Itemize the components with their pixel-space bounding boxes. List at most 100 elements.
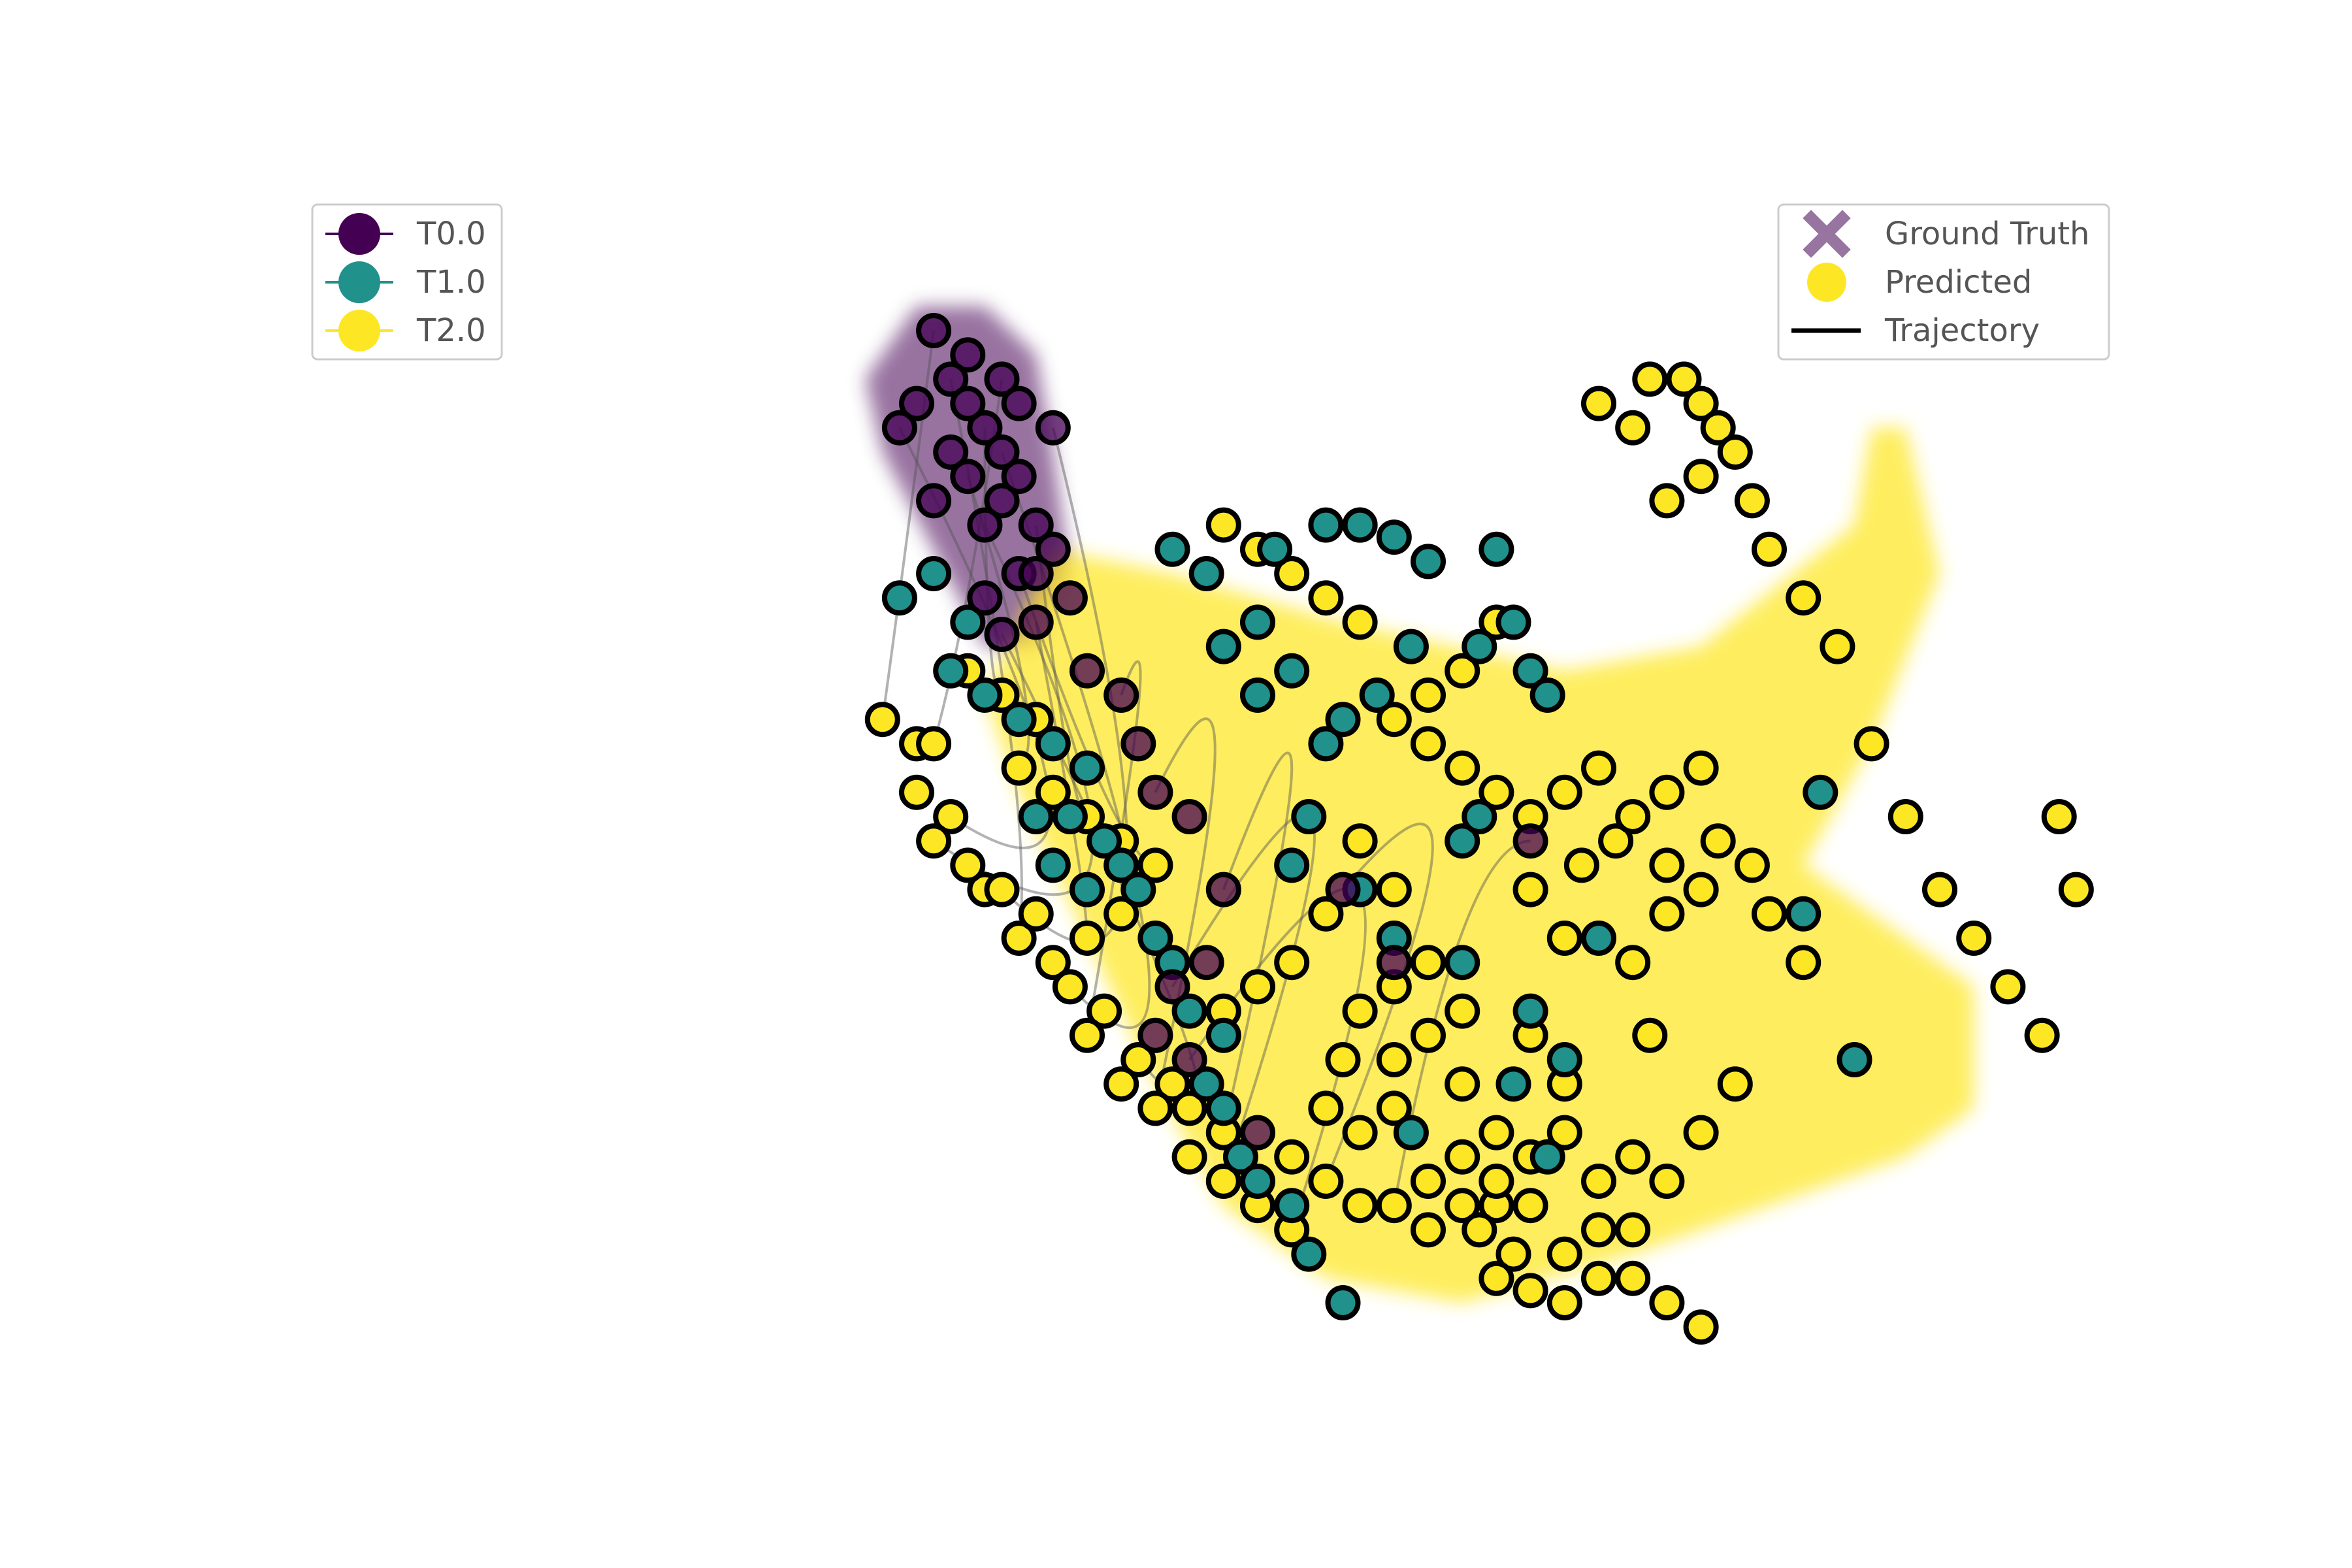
predicted-point-t0-0	[950, 337, 986, 373]
predicted-point-t2-0	[1411, 678, 1446, 713]
predicted-point-t2-0	[1411, 1017, 1446, 1053]
predicted-point-t2-0	[1342, 823, 1378, 859]
predicted-point-t2-0	[1445, 1188, 1480, 1224]
predicted-point-t1-0	[1001, 702, 1037, 738]
predicted-point-t0-0	[1188, 945, 1224, 981]
predicted-point-t0-0	[967, 410, 1003, 446]
trajectory-line	[1392, 840, 1531, 1206]
predicted-point-t1-0	[1325, 702, 1361, 738]
predicted-point-t2-0	[1683, 1309, 1719, 1345]
predicted-point-t2-0	[1478, 774, 1514, 810]
predicted-point-t1-0	[1070, 750, 1105, 786]
predicted-point-t2-0	[1581, 750, 1616, 786]
predicted-point-t1-0	[1222, 1139, 1258, 1175]
predicted-point-t2-0	[1683, 459, 1719, 495]
predicted-point-t0-0	[1137, 1017, 1173, 1053]
predicted-point-t2-0	[1546, 1236, 1582, 1272]
predicted-point-t2-0	[1615, 1212, 1651, 1248]
legend-label-t0-0: T0.0	[416, 216, 486, 252]
trajectory-line	[1324, 823, 1434, 1182]
predicted-point-t0-0	[967, 507, 1003, 543]
predicted-point-t1-0	[1411, 544, 1446, 580]
predicted-point-t1-0	[1495, 604, 1531, 640]
predicted-point-t2-0	[1563, 847, 1599, 883]
predicted-point-t2-0	[1411, 726, 1446, 762]
legend-marker-t2-0	[338, 310, 380, 351]
predicted-point-t0-0	[1018, 604, 1054, 640]
legend-entry-ground-truth: Ground Truth	[1803, 210, 2089, 258]
predicted-point-t0-0	[899, 385, 934, 421]
predicted-point-t0-0	[881, 410, 917, 446]
predicted-point-t1-0	[1291, 799, 1327, 834]
predicted-point-t2-0	[1411, 945, 1446, 981]
predicted-point-t2-0	[1205, 1164, 1241, 1199]
predicted-point-t2-0	[1308, 1164, 1344, 1199]
predicted-point-t0-0	[916, 483, 952, 519]
predicted-point-t1-0	[1274, 847, 1310, 883]
predicted-point-t1-0	[1581, 921, 1616, 956]
predicted-point-t0-0	[933, 361, 969, 397]
predicted-point-t1-0	[1308, 507, 1344, 543]
predicted-point-t2-0	[1752, 896, 1787, 932]
predicted-point-t0-0	[984, 361, 1020, 397]
predicted-point-t0-0	[916, 313, 952, 348]
predicted-point-t2-0	[1546, 1115, 1582, 1151]
predicted-point-t1-0	[1171, 993, 1207, 1029]
predicted-point-t1-0	[1495, 1066, 1531, 1102]
predicted-point-t0-0	[1035, 410, 1071, 446]
predicted-point-t1-0	[1188, 556, 1224, 591]
predicted-point-t1-0	[1240, 1164, 1275, 1199]
predicted-point-t2-0	[1018, 896, 1054, 932]
predicted-point-t2-0	[1445, 993, 1480, 1029]
predicted-point-t2-0	[1086, 993, 1122, 1029]
predicted-point-t2-0	[1820, 629, 1855, 664]
predicted-point-t2-0	[1001, 921, 1037, 956]
predicted-point-t2-0	[916, 726, 952, 762]
legend-label-ground-truth: Ground Truth	[1885, 216, 2089, 252]
predicted-point-t2-0	[1411, 1164, 1446, 1199]
predicted-point-t2-0	[1632, 361, 1668, 397]
predicted-point-t0-0	[1512, 823, 1548, 859]
predicted-point-t2-0	[1070, 1017, 1105, 1053]
predicted-point-t1-0	[1837, 1042, 1872, 1077]
predicted-point-t2-0	[1240, 969, 1275, 1005]
predicted-point-t1-0	[1529, 1139, 1565, 1175]
predicted-point-t2-0	[1922, 872, 1957, 907]
predicted-point-t2-0	[1205, 507, 1241, 543]
predicted-point-t2-0	[1717, 1066, 1753, 1102]
predicted-point-t2-0	[1376, 1188, 1412, 1224]
predicted-point-t2-0	[1376, 1042, 1412, 1077]
predicted-marker-icon	[1807, 263, 1846, 302]
predicted-point-t2-0	[1342, 604, 1378, 640]
predicted-point-t1-0	[1035, 847, 1071, 883]
predicted-point-t2-0	[1478, 1260, 1514, 1296]
predicted-point-t2-0	[1649, 1285, 1685, 1320]
predicted-point-t0-0	[1001, 459, 1037, 495]
predicted-point-t1-0	[1274, 653, 1310, 689]
predicted-point-t1-0	[1462, 799, 1497, 834]
predicted-point-t1-0	[1205, 629, 1241, 664]
predicted-point-t1-0	[1376, 519, 1412, 555]
predicted-point-t2-0	[1854, 726, 1889, 762]
predicted-point-t1-0	[1445, 945, 1480, 981]
predicted-point-t2-0	[1274, 945, 1310, 981]
predicted-point-t0-0	[1018, 507, 1054, 543]
predicted-point-t2-0	[1325, 1042, 1361, 1077]
predicted-point-t0-0	[984, 617, 1020, 652]
predicted-point-t2-0	[1103, 1066, 1139, 1102]
predicted-point-t2-0	[1052, 969, 1088, 1005]
predicted-point-t2-0	[1990, 969, 2026, 1005]
predicted-point-t1-0	[950, 604, 986, 640]
predicted-point-t1-0	[1120, 872, 1156, 907]
predicted-point-t1-0	[1546, 1042, 1582, 1077]
predicted-point-t2-0	[1632, 1017, 1668, 1053]
predicted-point-t1-0	[1786, 896, 1821, 932]
predicted-point-t2-0	[1546, 774, 1582, 810]
predicted-point-t2-0	[1581, 1212, 1616, 1248]
predicted-point-t2-0	[916, 823, 952, 859]
predicted-point-t2-0	[1546, 921, 1582, 956]
legend-entry-t1-0: T1.0	[325, 261, 486, 303]
predicted-point-t2-0	[1649, 483, 1685, 519]
predicted-point-t0-0	[1171, 1042, 1207, 1077]
